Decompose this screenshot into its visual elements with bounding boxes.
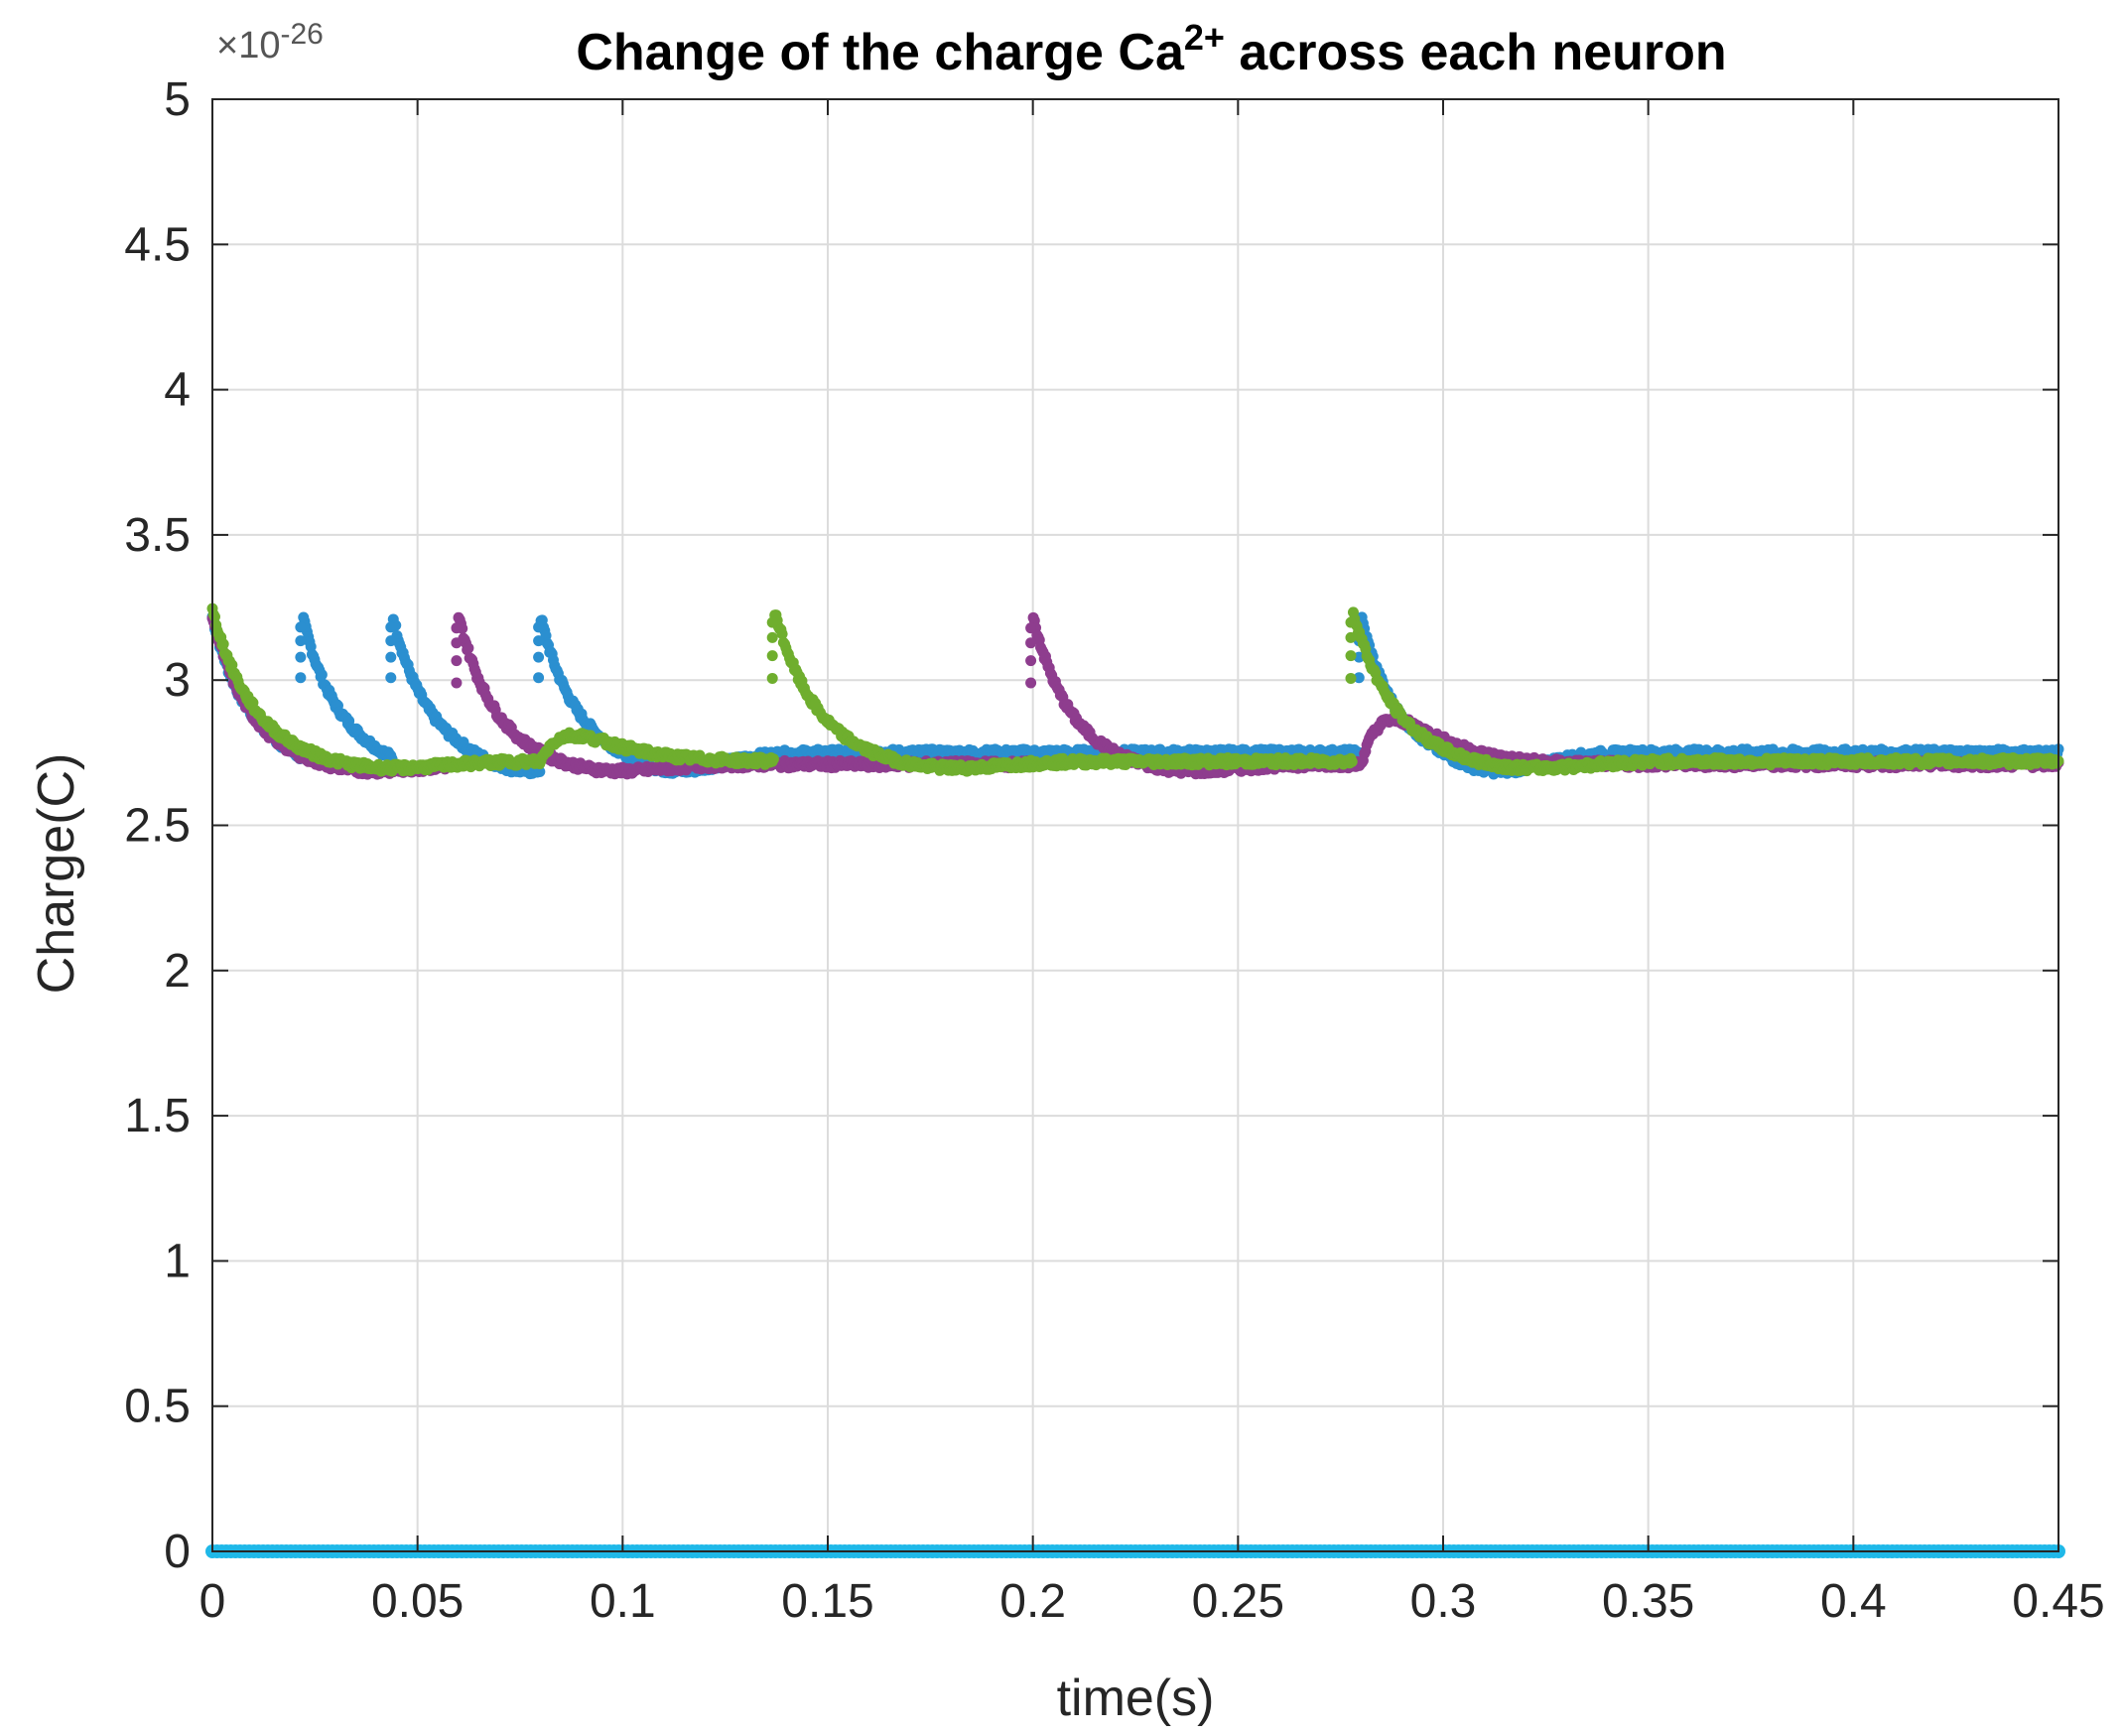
data-point: [766, 631, 778, 643]
data-point: [533, 672, 545, 684]
data-point: [451, 637, 463, 649]
data-point: [1345, 631, 1357, 643]
data-point: [1025, 677, 1037, 689]
data-point: [766, 616, 778, 628]
data-point: [316, 669, 328, 681]
data-point: [385, 651, 397, 663]
data-point: [1345, 650, 1357, 662]
data-point: [767, 753, 779, 765]
data-point: [1025, 622, 1037, 634]
data-point: [1346, 755, 1358, 767]
grid: [211, 98, 2059, 1552]
data-point: [766, 672, 778, 684]
data-point: [295, 635, 307, 647]
data-point: [295, 621, 307, 633]
data-point: [1345, 616, 1357, 628]
data-point: [1345, 672, 1357, 684]
data-point: [451, 655, 463, 667]
plot-series: [205, 602, 2065, 1558]
data-point: [533, 635, 545, 647]
data-point: [463, 642, 474, 654]
data-point: [451, 677, 463, 689]
data-point: [451, 622, 463, 634]
data-point: [1025, 637, 1037, 649]
data-point: [295, 651, 307, 663]
data-point: [295, 672, 307, 684]
data-point: [534, 765, 546, 777]
data-point: [533, 621, 545, 633]
data-point: [533, 651, 545, 663]
data-point: [385, 635, 397, 647]
data-point: [1025, 655, 1037, 667]
data-point: [385, 672, 397, 684]
data-point: [1353, 672, 1365, 684]
data-point: [766, 650, 778, 662]
data-point: [385, 621, 397, 633]
